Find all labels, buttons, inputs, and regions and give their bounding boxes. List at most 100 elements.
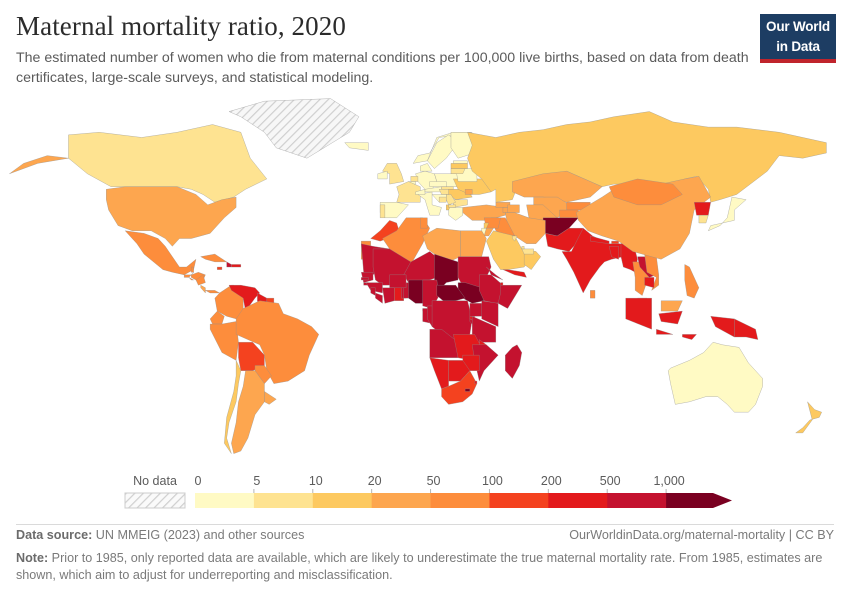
- map-country[interactable]: [229, 285, 260, 311]
- map-country[interactable]: [505, 345, 522, 379]
- map-country[interactable]: [512, 236, 517, 241]
- map-country[interactable]: [661, 301, 682, 311]
- legend-bins-group[interactable]: [195, 493, 732, 508]
- map-country[interactable]: [371, 220, 399, 241]
- map-country[interactable]: [196, 275, 205, 285]
- legend-bin-swatch[interactable]: [253, 493, 314, 508]
- map-country[interactable]: [442, 371, 477, 405]
- map-country[interactable]: [227, 262, 232, 267]
- map-country[interactable]: [418, 192, 442, 215]
- map-country[interactable]: [439, 197, 446, 202]
- map-country[interactable]: [378, 171, 387, 179]
- map-country[interactable]: [668, 342, 762, 412]
- map-country[interactable]: [420, 218, 427, 228]
- map-country[interactable]: [508, 205, 520, 213]
- map-country[interactable]: [383, 288, 395, 304]
- map-country[interactable]: [210, 311, 224, 324]
- map-country[interactable]: [685, 264, 699, 298]
- map-country[interactable]: [224, 360, 241, 453]
- map-country[interactable]: [482, 301, 499, 327]
- map-country[interactable]: [472, 316, 496, 342]
- legend-no-data-swatch[interactable]: [124, 492, 186, 509]
- our-world-in-data-logo[interactable]: Our World in Data: [760, 14, 836, 63]
- map-country[interactable]: [371, 288, 376, 296]
- map-country[interactable]: [430, 358, 449, 389]
- map-country[interactable]: [609, 179, 682, 205]
- map-country[interactable]: [231, 371, 264, 454]
- map-country[interactable]: [503, 270, 527, 278]
- legend-bin-swatch[interactable]: [607, 493, 667, 508]
- legend-no-data-group[interactable]: No data: [124, 474, 186, 509]
- map-country[interactable]: [590, 290, 595, 298]
- map-country[interactable]: [645, 254, 659, 290]
- map-country[interactable]: [512, 171, 602, 202]
- map-country[interactable]: [656, 329, 673, 334]
- map-country[interactable]: [659, 311, 683, 324]
- map-country[interactable]: [231, 264, 240, 267]
- map-country[interactable]: [484, 223, 489, 228]
- legend-bin-swatch[interactable]: [489, 493, 549, 508]
- map-country[interactable]: [451, 169, 465, 174]
- map-country[interactable]: [453, 161, 467, 164]
- map-country[interactable]: [522, 249, 534, 254]
- map-country[interactable]: [264, 391, 276, 404]
- map-country[interactable]: [383, 163, 404, 184]
- map-country[interactable]: [475, 381, 477, 384]
- map-country[interactable]: [699, 215, 708, 223]
- legend-bin-swatch[interactable]: [548, 493, 608, 508]
- map-country[interactable]: [590, 236, 609, 244]
- map-country[interactable]: [229, 99, 359, 159]
- map-country[interactable]: [217, 267, 222, 270]
- map-country[interactable]: [411, 176, 418, 181]
- map-country[interactable]: [609, 246, 618, 259]
- map-country[interactable]: [345, 143, 369, 151]
- map-country[interactable]: [451, 163, 468, 168]
- map-country[interactable]: [451, 132, 475, 158]
- world-choropleth-map[interactable]: [0, 96, 850, 464]
- legend-bin-swatch[interactable]: [666, 493, 732, 508]
- map-country[interactable]: [430, 182, 447, 187]
- map-country[interactable]: [68, 125, 266, 203]
- map-country[interactable]: [796, 402, 822, 433]
- map-country[interactable]: [708, 197, 746, 231]
- map-country[interactable]: [380, 205, 385, 218]
- map-country[interactable]: [255, 366, 272, 384]
- map-country[interactable]: [560, 210, 579, 218]
- map-country[interactable]: [423, 228, 461, 262]
- legend-bin-swatch[interactable]: [430, 493, 490, 508]
- map-country[interactable]: [734, 319, 758, 340]
- map-country[interactable]: [449, 207, 463, 220]
- map-country[interactable]: [612, 241, 619, 244]
- map-country[interactable]: [205, 290, 219, 293]
- legend-bin-swatch[interactable]: [312, 493, 373, 508]
- legend-bin-swatch[interactable]: [371, 493, 431, 508]
- map-country[interactable]: [522, 246, 524, 249]
- map-country[interactable]: [465, 189, 472, 194]
- map-country[interactable]: [397, 182, 421, 203]
- map-country[interactable]: [486, 267, 503, 280]
- map-country[interactable]: [210, 321, 238, 360]
- map-country[interactable]: [361, 277, 368, 280]
- owid-source-link[interactable]: OurWorldinData.org/maternal-mortality | …: [569, 528, 834, 542]
- map-country[interactable]: [390, 275, 407, 288]
- map-legend[interactable]: No data 0 5 10 20 50 100 200 500 1,000: [0, 466, 850, 516]
- map-country[interactable]: [416, 189, 425, 194]
- map-country[interactable]: [236, 301, 319, 384]
- map-country[interactable]: [486, 231, 531, 270]
- map-country[interactable]: [682, 334, 696, 339]
- map-country[interactable]: [189, 277, 194, 280]
- map-country[interactable]: [201, 254, 227, 262]
- map-country[interactable]: [694, 202, 711, 215]
- map-country[interactable]: [9, 156, 68, 174]
- map-country[interactable]: [711, 316, 735, 337]
- map-country[interactable]: [442, 187, 454, 190]
- map-country[interactable]: [501, 283, 503, 286]
- map-country[interactable]: [106, 187, 236, 247]
- map-country[interactable]: [375, 293, 382, 303]
- map-country[interactable]: [460, 231, 486, 257]
- map-country[interactable]: [645, 277, 654, 287]
- map-country[interactable]: [465, 389, 470, 392]
- map-country[interactable]: [420, 163, 432, 171]
- map-country[interactable]: [191, 267, 193, 272]
- map-country[interactable]: [498, 285, 522, 308]
